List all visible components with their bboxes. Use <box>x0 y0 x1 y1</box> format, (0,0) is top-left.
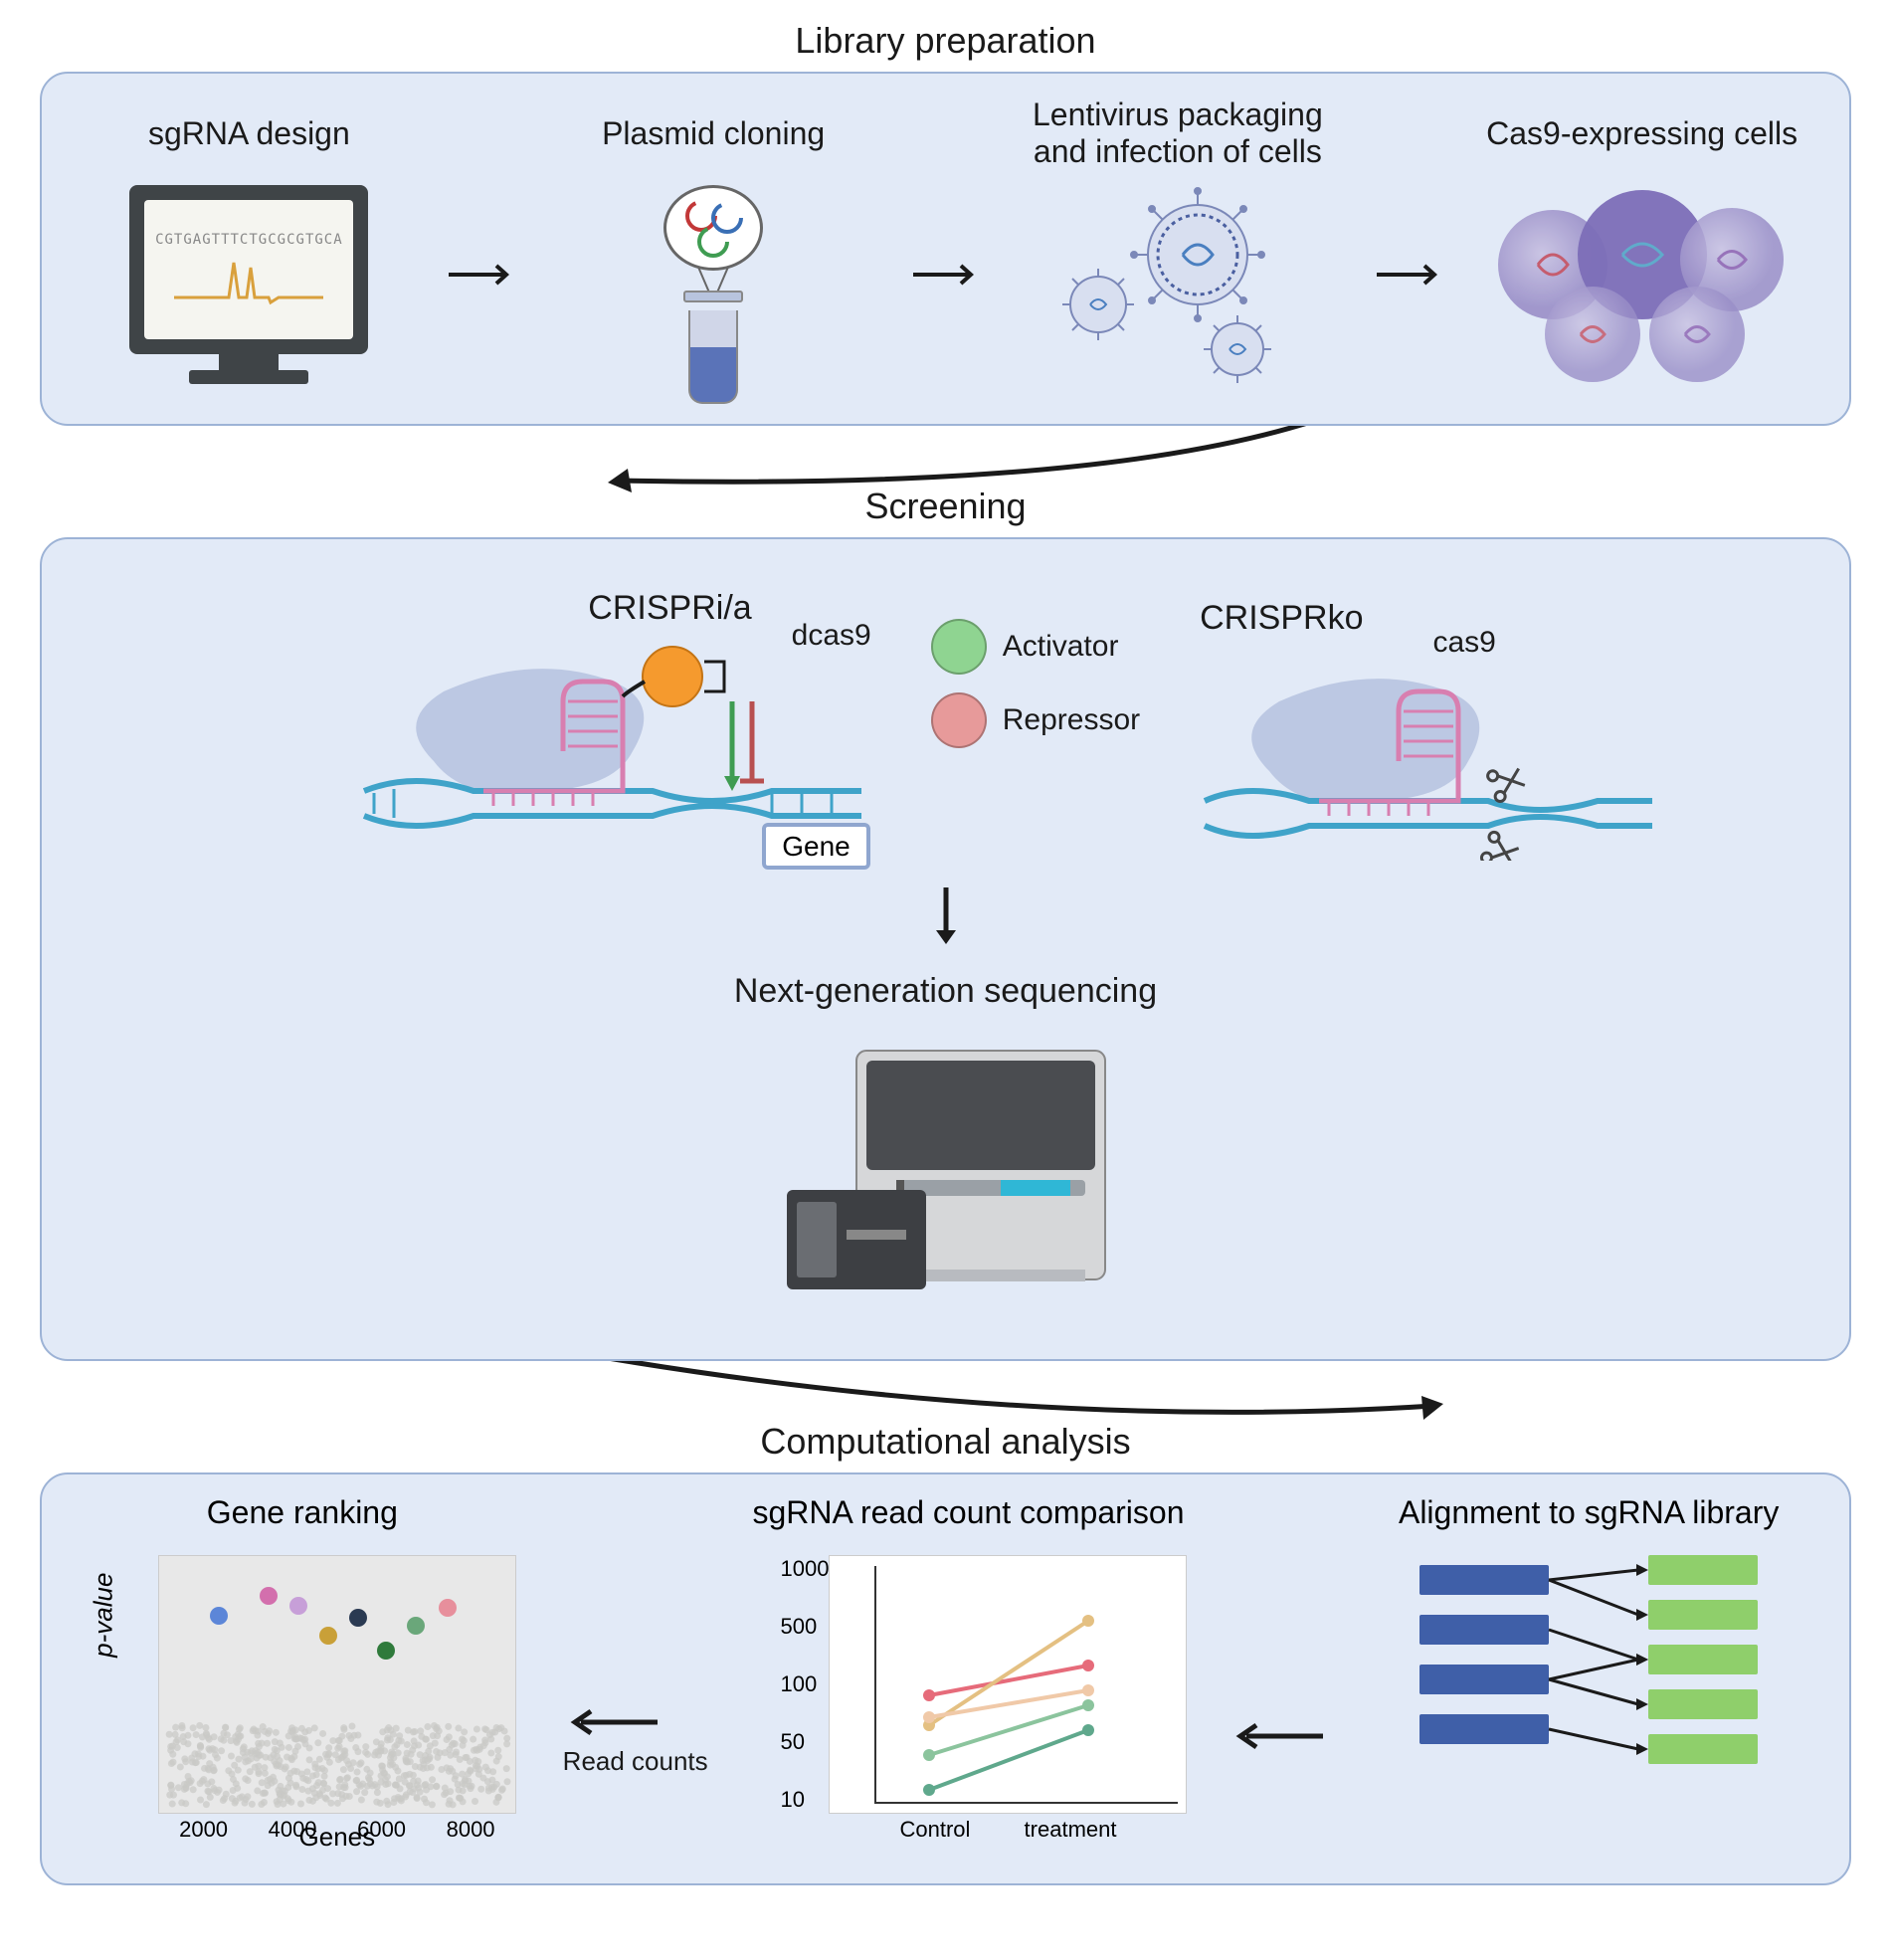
step-lentivirus: Lentivirus packaging and infection of ce… <box>1001 94 1356 384</box>
left-arrow-icon: Read counts <box>563 1700 708 1777</box>
crisprko-diagram-icon <box>1200 652 1657 861</box>
arrow-icon <box>447 247 516 301</box>
alignment-diagram <box>1419 1545 1758 1764</box>
step-label-plasmid: Plasmid cloning <box>602 94 825 173</box>
step-label-sgRNA: sgRNA design <box>148 94 350 173</box>
arrow-icon <box>1375 247 1444 301</box>
sequencer-icon <box>747 1031 1145 1309</box>
read-chart-yticks: 10501005001000 <box>780 1556 829 1813</box>
step-sgRNA-design: sgRNA design CGTGAGTTTCTGCGCGTGCA <box>72 94 427 384</box>
gene-ranking-block: Gene ranking p-value Genes 2000400060008… <box>72 1494 533 1863</box>
activator-label: Activator <box>1003 630 1119 664</box>
arrow-icon <box>911 247 981 301</box>
read-comparison-block: sgRNA read count comparison 105010050010… <box>738 1494 1200 1863</box>
repressor-row: Repressor <box>931 692 1140 748</box>
cells-group-icon <box>1483 185 1801 384</box>
step-label-lenti: Lentivirus packaging and infection of ce… <box>1033 94 1323 173</box>
connector-arrow-1 <box>40 416 1851 495</box>
analysis-section-title: Computational analysis <box>40 1421 1851 1463</box>
library-panel: sgRNA design CGTGAGTTTCTGCGCGTGCA P <box>40 72 1851 426</box>
read-comparison-title: sgRNA read count comparison <box>752 1494 1184 1531</box>
ngs-label: Next-generation sequencing <box>734 972 1157 1011</box>
step-plasmid-cloning: Plasmid cloning <box>536 94 891 404</box>
gene-chart-ylabel: p-value <box>88 1573 118 1658</box>
sgRNA-waveform-icon <box>169 248 328 307</box>
crisprko-label: CRISPRko <box>1200 599 1363 638</box>
gene-chart-xticks: 2000400060008000 <box>159 1817 515 1843</box>
analysis-panel: Gene ranking p-value Genes 2000400060008… <box>40 1472 1851 1885</box>
monitor-icon: CGTGAGTTTCTGCGCGTGCA <box>129 185 368 384</box>
down-arrow-icon <box>926 882 966 952</box>
screening-panel: CRISPRi/a dcas9 <box>40 537 1851 1361</box>
repressor-label: Repressor <box>1003 703 1140 737</box>
library-section-title: Library preparation <box>40 20 1851 62</box>
screening-section-title: Screening <box>40 486 1851 527</box>
sequence-text: CGTGAGTTTCTGCGCGTGCA <box>155 232 343 248</box>
activator-ball-icon <box>931 619 987 675</box>
read-counts-caption: Read counts <box>563 1746 708 1777</box>
gene-box: Gene <box>762 823 870 870</box>
read-chart-xticks: Controltreatment <box>830 1817 1186 1843</box>
activator-row: Activator <box>931 619 1140 675</box>
read-comparison-chart: 10501005001000 Controltreatment <box>829 1555 1187 1814</box>
gene-ranking-title: Gene ranking <box>207 1494 398 1531</box>
effector-legend: Activator Repressor <box>931 619 1140 748</box>
virus-group-icon <box>1039 185 1317 384</box>
step-cas9-cells: Cas9-expressing cells <box>1464 94 1819 384</box>
connector-arrow-2 <box>40 1351 1851 1431</box>
tube-icon <box>644 185 783 404</box>
left-arrow-icon <box>1229 1714 1328 1764</box>
crispria-label: CRISPRi/a <box>588 589 751 628</box>
crisprko-block: CRISPRko cas9 <box>1200 599 1799 861</box>
repressor-ball-icon <box>931 692 987 748</box>
alignment-title: Alignment to sgRNA library <box>1399 1494 1779 1531</box>
plasmids-icon <box>673 188 753 268</box>
alignment-block: Alignment to sgRNA library <box>1358 1494 1819 1764</box>
gene-ranking-chart: p-value Genes 2000400060008000 <box>158 1555 516 1814</box>
step-label-cas9cells: Cas9-expressing cells <box>1486 94 1797 173</box>
crispria-block: CRISPRi/a dcas9 <box>92 589 871 871</box>
